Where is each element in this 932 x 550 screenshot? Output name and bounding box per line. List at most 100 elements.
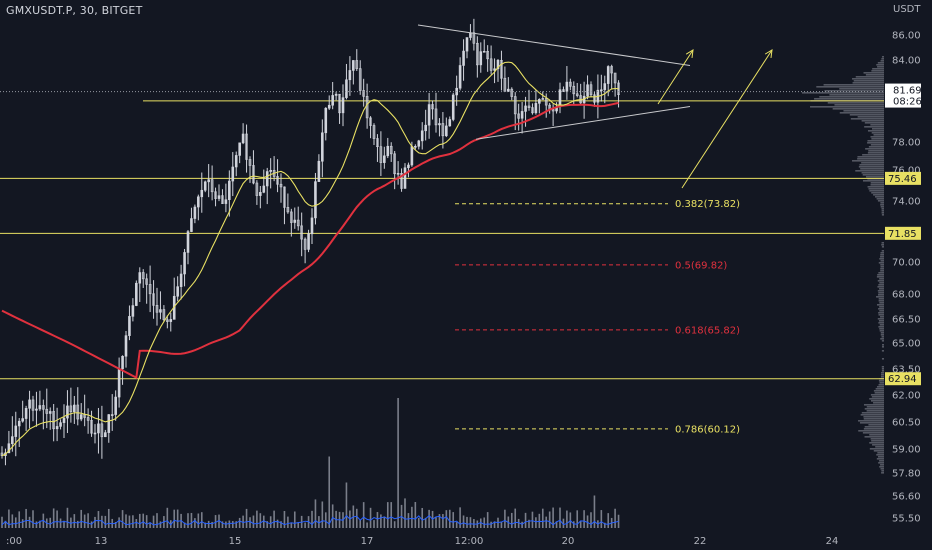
volume-bar [187,513,189,528]
price-tick-label: 57.80 [892,469,921,480]
candle-body [228,180,231,201]
volume-profile-bar [880,268,884,270]
volume-bar [56,510,58,528]
price-tick-label: 74.00 [892,197,921,208]
moving-averages [1,61,619,457]
candle-body [169,319,173,322]
volume-profile-bar [869,398,884,400]
candle-body [465,37,469,52]
price-tick-label: 76.00 [892,166,921,177]
symbol-title[interactable]: GMXUSDT.P, 30, BITGET [6,4,143,17]
volume-profile-bar [881,372,884,374]
candle-body [48,411,52,414]
volume-bar [566,510,568,528]
triangle-upper-line [417,24,691,66]
volume-profile-bar [863,404,884,406]
candle-body [197,196,200,208]
candle-body [86,417,90,421]
volume-bar [283,510,286,528]
price-tick-label: 55.50 [892,514,921,525]
volume-profile-bar [870,184,884,186]
volume-profile-bar [881,242,884,244]
volume-bar [373,520,375,528]
volume-profile-bar [878,322,884,324]
candle-body [358,68,362,91]
volume-profile-bar [879,460,884,462]
volume-profile-bar [878,292,884,294]
volume-bar [603,522,606,528]
time-axis[interactable]: :00 13 15 17 12:00 20 22 24 [6,536,838,547]
volume-profile-bar [877,452,884,454]
volume-bar [101,515,103,528]
volume-bar [607,513,610,528]
candle-body [403,167,407,189]
candle-body [389,145,393,155]
volume-profile-bar [878,314,884,316]
volume-profile-bar [859,422,884,424]
volume-bar [249,517,251,528]
volume-profile-bar [880,202,884,204]
volume-profile-bar [839,112,884,114]
volume-profile-bar [879,328,884,330]
candle-body [238,142,241,156]
volume-profile-bar [852,160,884,162]
volume-bar [448,509,451,528]
volume-bar [545,516,548,528]
volume-bar [218,514,220,528]
candle-body [520,111,524,119]
volume-profile-bar [810,106,884,108]
volume-bar [404,498,406,528]
volume-profile-bar [868,188,884,190]
candle-body [427,104,431,126]
volume-bar [445,510,448,528]
volume-profile-bar [874,196,884,198]
volume-bar [132,515,134,528]
time-tick-label: 13 [95,536,108,547]
candle-body [527,105,531,108]
volume-bar [11,514,14,528]
candle-body [396,173,400,175]
volume-bar [183,522,186,528]
candle-body [300,225,303,240]
price-axis[interactable]: 86.0084.0078.0076.0074.0072.0070.0068.00… [885,31,922,525]
volume-profile-bar [877,286,884,288]
volume-bar [469,517,472,528]
candle-body [145,278,148,285]
volume-bar [66,507,69,528]
volume-bar [266,521,269,528]
volume-bar [204,522,207,528]
volume-profile-bar [880,316,884,318]
volume-profile-bar [880,468,884,470]
candle-body [369,117,372,126]
volume-bar [145,515,148,528]
volume-profile-bar [873,134,884,136]
candle-body [451,94,455,120]
volume-bar [562,518,565,528]
volume-bar [393,521,396,528]
volume-profile-bar [870,124,884,126]
time-tick-label: 20 [562,536,575,547]
volume-bar [28,516,31,528]
candle-body [176,286,179,297]
candle-body [21,418,24,422]
last-price-tag [885,83,921,108]
volume-profile-bar [881,210,884,212]
volume-profile-bar [881,346,884,348]
volume-profile-bar [870,438,884,440]
volume-bar [521,521,523,528]
price-tag-71-85 [885,226,921,240]
volume-bar [21,519,24,528]
candle-body [569,81,572,87]
time-tick-label: 17 [361,536,374,547]
volume-profile-bar [829,94,884,96]
volume-bar [104,515,107,528]
volume-bar [273,510,275,528]
volume-profile-bar [879,258,884,260]
candle-body [496,60,500,70]
volume-profile-bar [881,212,884,214]
candle-body [462,50,465,66]
candle-body [107,414,111,433]
candle-body [327,104,331,109]
volume-bar [583,510,585,528]
